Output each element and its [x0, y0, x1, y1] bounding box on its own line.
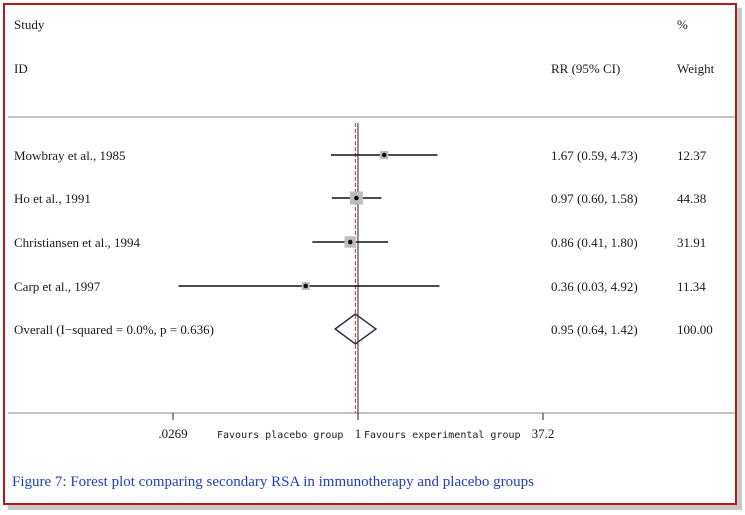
overall-ci-text: 0.95 (0.64, 1.42): [551, 322, 638, 337]
point-estimate: [347, 239, 353, 245]
frame-shadow-right: [737, 8, 742, 508]
frame-shadow-bottom: [8, 505, 742, 510]
point-estimate: [354, 195, 359, 201]
point-estimate: [303, 283, 309, 289]
weight-text: 31.91: [677, 235, 706, 250]
ci-text: 1.67 (0.59, 4.73): [551, 148, 638, 163]
overall-diamond: [333, 313, 378, 345]
overall-label: Overall (I−squared = 0.0%, p = 0.636): [14, 322, 214, 337]
header-study: Study: [14, 17, 45, 32]
weight-text: 12.37: [677, 148, 707, 163]
study-label: Christiansen et al., 1994: [14, 235, 141, 250]
x-tick-label: .0269: [158, 426, 187, 441]
study-label: Carp et al., 1997: [14, 279, 101, 294]
favours-right-label: Favours experimental group: [364, 430, 521, 441]
favours-left-label: Favours placebo group: [217, 430, 343, 441]
figure-caption: Figure 7: Forest plot comparing secondar…: [12, 474, 534, 490]
x-tick-label: 1: [355, 426, 362, 441]
x-tick-label: 37.2: [532, 426, 555, 441]
ci-text: 0.86 (0.41, 1.80): [551, 235, 638, 250]
overall-weight-text: 100.00: [677, 322, 713, 337]
figure-frame: [3, 3, 737, 505]
point-estimate: [381, 152, 387, 158]
study-label: Mowbray et al., 1985: [14, 148, 126, 163]
ci-text: 0.97 (0.60, 1.58): [551, 191, 638, 206]
header-weight: Weight: [677, 61, 715, 76]
header-id: ID: [14, 61, 28, 76]
ci-text: 0.36 (0.03, 4.92): [551, 279, 638, 294]
header-rr: RR (95% CI): [551, 61, 620, 76]
study-label: Ho et al., 1991: [14, 191, 91, 206]
weight-text: 11.34: [677, 279, 706, 294]
header-weight-pct: %: [677, 17, 688, 32]
weight-text: 44.38: [677, 191, 706, 206]
